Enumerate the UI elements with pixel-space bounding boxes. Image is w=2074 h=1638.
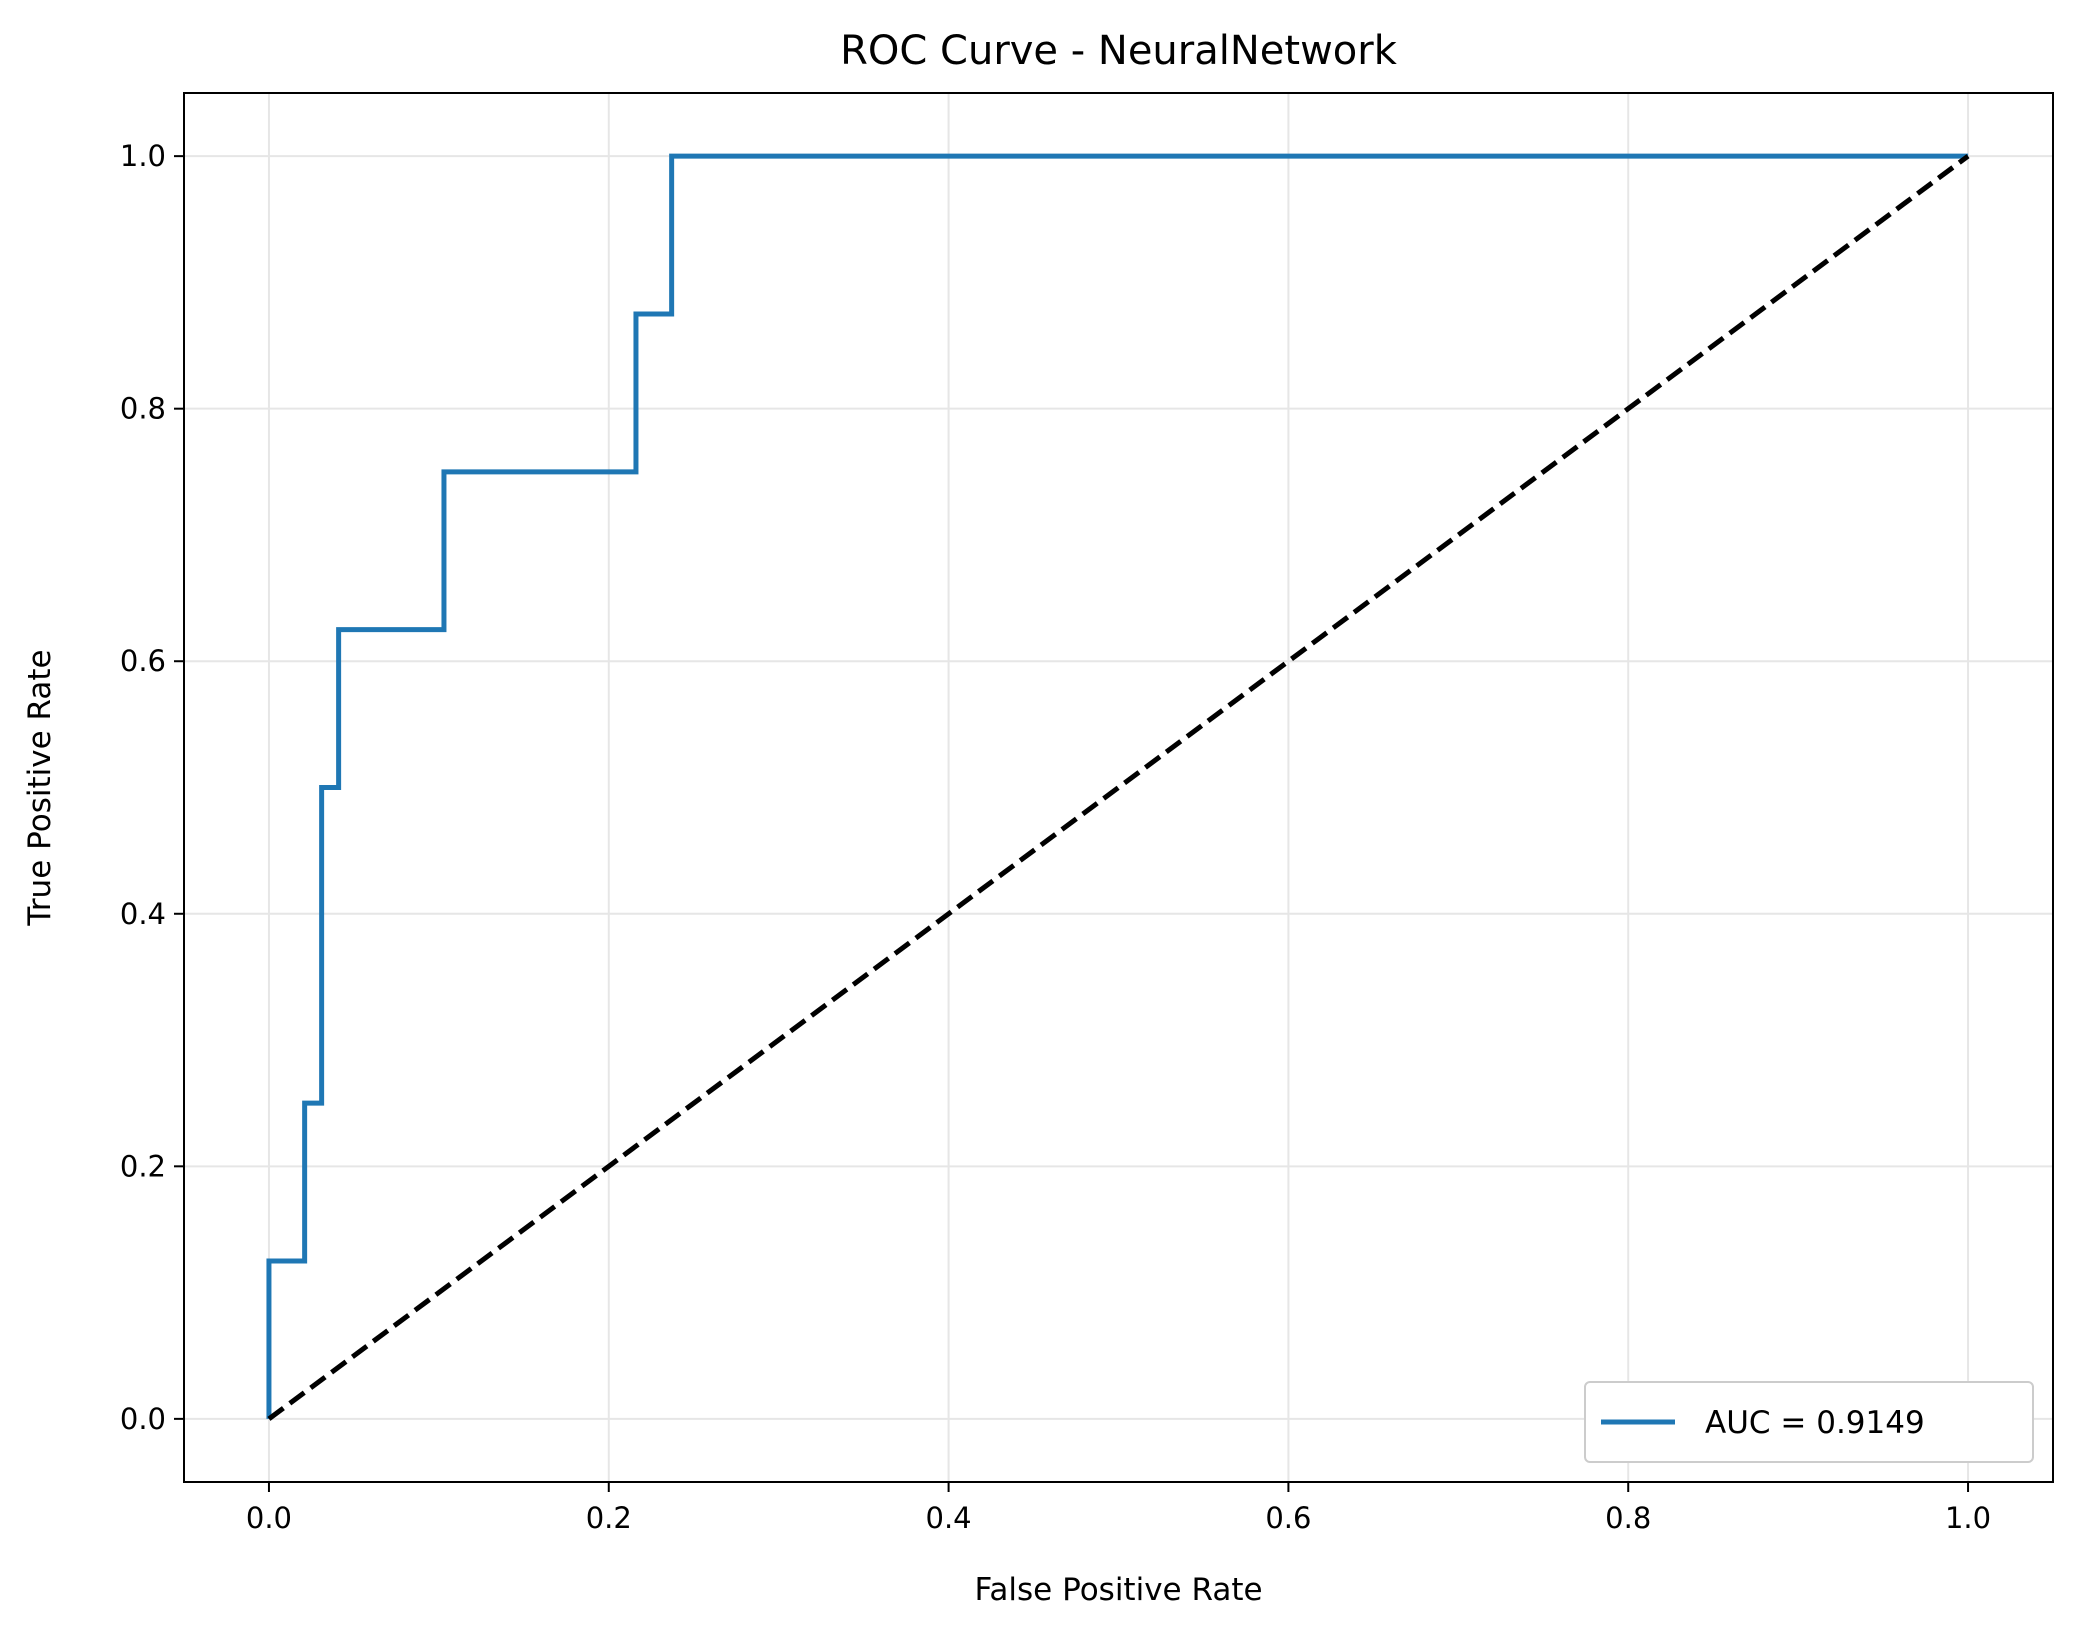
y-tick-label-1: 0.2 (120, 1149, 166, 1183)
x-tick-label-4: 0.8 (1605, 1501, 1651, 1535)
plot-series (266, 153, 1970, 1421)
chance-line (267, 154, 1970, 1421)
grid (184, 93, 2053, 1482)
y-tick-label-3: 0.6 (120, 644, 166, 678)
y-tick-label-0: 0.0 (120, 1402, 166, 1436)
y-tick-label-4: 0.8 (120, 392, 166, 426)
chart-title: ROC Curve - NeuralNetwork (840, 28, 1398, 74)
roc-curve-line (266, 153, 1969, 1419)
x-tick-label-2: 0.4 (926, 1501, 972, 1535)
ticks: 0.0 0.2 0.4 0.6 0.8 1.0 0.0 0.2 0.4 0.6 0.8 1.0 (120, 139, 1991, 1535)
y-axis-title: True Positive Rate (22, 649, 58, 926)
y-tick-label-2: 0.4 (120, 897, 166, 931)
legend: AUC = 0.9149 (1584, 1381, 2034, 1463)
axes-frame (183, 92, 2054, 1483)
y-tick-label-5: 1.0 (120, 139, 166, 173)
x-tick-label-1: 0.2 (586, 1501, 632, 1535)
x-axis-title: False Positive Rate (974, 1572, 1262, 1608)
x-tick-label-5: 1.0 (1945, 1501, 1991, 1535)
legend-box (1584, 1381, 2034, 1463)
x-tick-label-3: 0.6 (1265, 1501, 1311, 1535)
legend-label-auc: AUC = 0.9149 (1705, 1405, 1925, 1441)
x-tick-label-0: 0.0 (246, 1501, 292, 1535)
